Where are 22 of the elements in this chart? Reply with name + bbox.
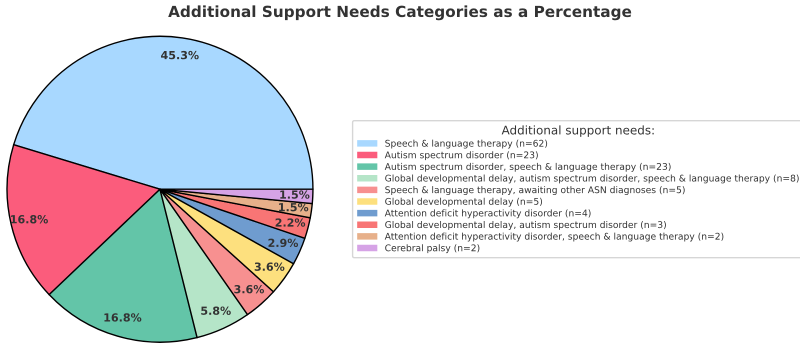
legend-label: Autism spectrum disorder (n=23) [384, 151, 538, 160]
legend-label: Attention deficit hyperactivity disorder, speech & language therapy (n=2) [384, 232, 724, 242]
legend-label: Global developmental delay (n=5) [385, 198, 542, 207]
data-label: 3.6% [254, 262, 284, 271]
legend-label: Global developmental delay, autism spectrum disorder (n=3) [385, 220, 666, 230]
data-label: 5.8% [201, 306, 231, 315]
legend-label: Autism spectrum disorder, speech & language therapy (n=23) [384, 162, 671, 172]
legend-label: Speech & language therapy, awaiting other ASN diagnoses (n=5) [385, 186, 685, 195]
data-label: 2.9% [268, 238, 298, 248]
data-label: 1.5% [279, 202, 308, 212]
legend-title: Additional support needs: [502, 125, 654, 137]
legend-label: Attention deficit hyperactivity disorder (n=4) [384, 209, 591, 218]
data-label: 1.5% [280, 190, 310, 199]
legend-label: Global developmental delay, autism spectrum disorder, speech & language therapy (n=8) [385, 174, 799, 184]
data-label: 2.2% [276, 218, 306, 227]
data-label: 16.8% [104, 313, 142, 322]
data-label: 45.3% [161, 50, 199, 60]
data-label: 3.6% [234, 284, 264, 294]
legend-label: Cerebral palsy (n=2) [385, 244, 480, 254]
chart-title: Additional Support Needs Categories as a Percentage [168, 5, 632, 20]
data-label: 16.8% [11, 215, 48, 224]
legend-label: Speech & language therapy (n=62) [385, 140, 548, 149]
